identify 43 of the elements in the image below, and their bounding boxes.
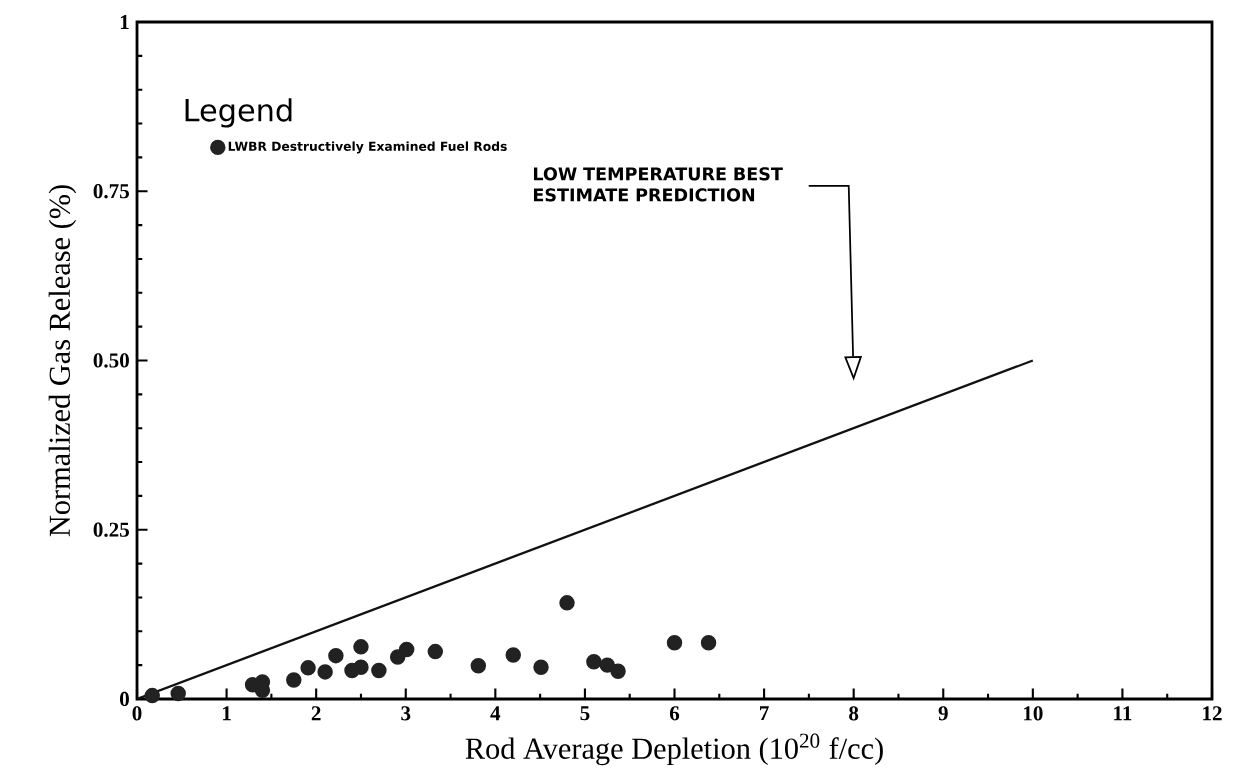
point [398,641,415,658]
point [427,643,444,660]
y-tick-label: 0.75 [93,184,129,199]
x-tick-label: 0 [132,706,142,721]
point [599,657,616,673]
point [300,660,316,676]
x-tick-label: 12 [1203,706,1222,721]
point [170,685,186,702]
point [586,654,602,670]
x-tick-label: 9 [938,706,948,721]
y-tick-label: 1 [120,15,129,29]
point [505,647,521,663]
point [144,687,160,704]
point [286,672,302,688]
x-tick-label: 11 [1114,706,1132,721]
point [353,659,369,675]
point [559,595,575,611]
x-tick-label: 5 [580,706,590,721]
point [371,662,387,679]
y-tick-label: 0.25 [93,522,129,537]
x-tick-label: 7 [760,706,769,721]
point [666,635,683,651]
point [353,639,369,655]
x-tick-label: 2 [311,706,321,721]
point [700,635,717,651]
x-tick-label: 4 [490,706,501,721]
annotation: LOW TEMPERATURE BEST ESTIMATE PREDICTION [533,167,783,202]
y-axis-title: Normalized Gas Release (%) [48,185,77,537]
x-tick-label: 3 [401,706,411,721]
x-tick-label: 6 [669,706,680,721]
point [610,663,626,679]
point [533,659,549,675]
x-tick-label: 8 [849,706,859,721]
point [317,664,333,680]
y-tick-label: 0.50 [93,353,129,368]
point [328,647,344,664]
x-axis-title: Rod Average Depletion (10$^{20}$ f/cc) [465,733,883,766]
legend-label: LWBR Destructively Examined Fuel Rods [228,141,507,154]
y-tick-label: 0 [120,691,129,707]
point [470,658,487,674]
legend-title: Legend [185,98,292,128]
x-tick-label: 10 [1023,706,1043,721]
x-tick-label: 1 [223,706,231,721]
